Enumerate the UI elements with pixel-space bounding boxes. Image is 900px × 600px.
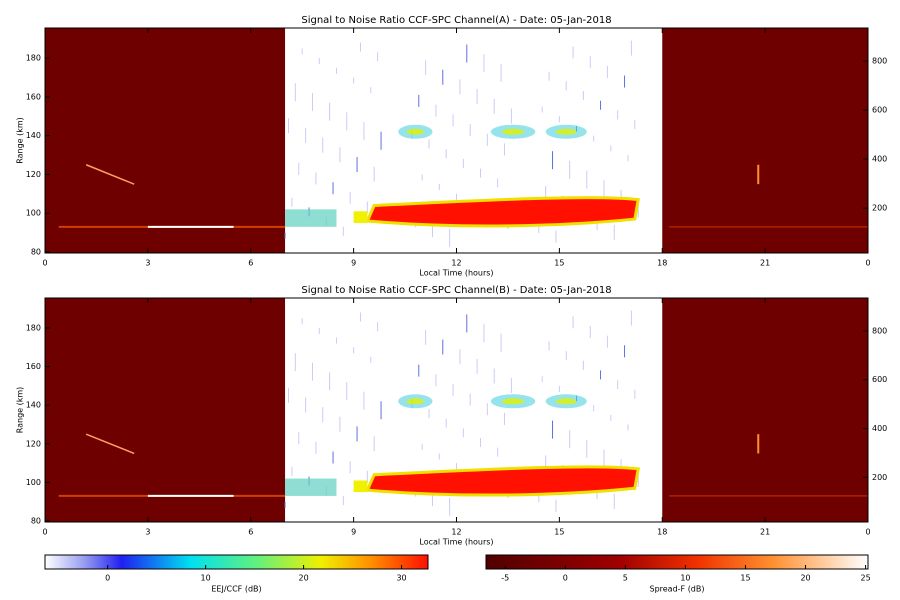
colorbar-tick-label: 0: [563, 574, 568, 583]
x-tick-label: 18: [657, 259, 667, 268]
echo-150km-core: [406, 398, 424, 405]
echo-150km-core: [501, 398, 525, 405]
y-tick-label: 180: [26, 54, 41, 63]
y2-tick-label: 400: [872, 155, 887, 164]
x-axis-label: Local Time (hours): [419, 538, 493, 547]
echo-patch: [285, 209, 337, 227]
x-tick-label: 15: [554, 528, 564, 537]
echo-150km-core: [555, 128, 577, 135]
colorbar-label: Spread-F (dB): [649, 585, 704, 594]
colorbar: [485, 554, 869, 570]
colorbar-tick-label: 15: [740, 574, 750, 583]
colorbar-tick-label: 25: [861, 574, 871, 583]
colorbar-tick-label: 20: [800, 574, 810, 583]
night-panel: [45, 298, 286, 522]
x-tick-label: 3: [145, 528, 150, 537]
x-tick-label: 0: [42, 259, 47, 268]
echo-patch: [285, 478, 337, 496]
colorbar-tick-label: 20: [299, 574, 309, 583]
x-tick-label: 9: [351, 528, 356, 537]
x-axis-label: Local Time (hours): [419, 269, 493, 278]
y-tick-label: 140: [26, 131, 41, 140]
trace: [85, 433, 135, 455]
colorbar-label: EEJ/CCF (dB): [211, 585, 261, 594]
y-axis-label: Range (km): [16, 117, 25, 164]
y-tick-label: 120: [26, 439, 41, 448]
x-tick-label: 18: [657, 528, 667, 537]
echo-150km-core: [501, 128, 525, 135]
y2-tick-label: 400: [872, 424, 887, 433]
echo-patch: [353, 211, 368, 223]
colorbar-tick-label: 0: [105, 574, 110, 583]
y-tick-label: 80: [31, 517, 41, 526]
night-panel: [662, 298, 868, 522]
y2-tick-label: 800: [872, 326, 887, 335]
y-tick-label: 80: [31, 248, 41, 257]
echo-150km-core: [406, 128, 424, 135]
echo-patch: [353, 480, 368, 493]
y2-tick-label: 600: [872, 375, 887, 384]
x-tick-label: 0: [42, 528, 47, 537]
chart-title: Signal to Noise Ratio CCF-SPC Channel(A)…: [301, 15, 611, 26]
y2-tick-label: 800: [872, 57, 887, 66]
x-tick-label: 6: [248, 259, 253, 268]
y2-tick-label: 600: [872, 106, 887, 115]
night-panel: [45, 28, 286, 253]
echo-layer: [365, 196, 640, 228]
y-tick-label: 100: [26, 478, 41, 487]
y-tick-label: 160: [26, 362, 41, 371]
echo-layer: [365, 465, 640, 497]
trace: [85, 164, 135, 185]
y-axis-label: Range (km): [16, 387, 25, 434]
x-tick-label: 9: [351, 259, 356, 268]
night-panel: [662, 28, 868, 253]
y-tick-label: 100: [26, 209, 41, 218]
y-tick-label: 120: [26, 170, 41, 179]
x-tick-label: 21: [760, 259, 770, 268]
x-tick-label: 12: [451, 259, 461, 268]
x-tick-label: 0: [865, 259, 870, 268]
x-tick-label: 21: [760, 528, 770, 537]
x-tick-label: 15: [554, 259, 564, 268]
y-tick-label: 160: [26, 92, 41, 101]
y2-tick-label: 200: [872, 473, 887, 482]
y-tick-label: 140: [26, 401, 41, 410]
x-tick-label: 0: [865, 528, 870, 537]
y2-tick-label: 200: [872, 204, 887, 213]
echo-150km-core: [555, 398, 577, 405]
y-tick-label: 180: [26, 323, 41, 332]
colorbar-tick-label: 10: [680, 574, 690, 583]
colorbar-tick-label: -5: [501, 574, 509, 583]
chart-title: Signal to Noise Ratio CCF-SPC Channel(B)…: [301, 285, 611, 296]
colorbar-tick-label: 10: [201, 574, 211, 583]
colorbar: [44, 554, 429, 570]
colorbar-tick-label: 30: [396, 574, 406, 583]
x-tick-label: 6: [248, 528, 253, 537]
x-tick-label: 3: [145, 259, 150, 268]
x-tick-label: 12: [451, 528, 461, 537]
colorbar-tick-label: 5: [623, 574, 628, 583]
